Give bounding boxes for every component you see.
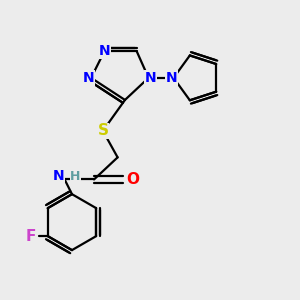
Text: S: S	[98, 123, 108, 138]
Text: N: N	[83, 71, 94, 85]
Text: N: N	[165, 71, 177, 85]
Text: O: O	[126, 172, 139, 187]
Text: F: F	[26, 229, 36, 244]
Text: H: H	[70, 170, 80, 183]
Text: N: N	[145, 71, 157, 85]
Text: N: N	[98, 44, 110, 58]
Text: N: N	[53, 169, 64, 184]
